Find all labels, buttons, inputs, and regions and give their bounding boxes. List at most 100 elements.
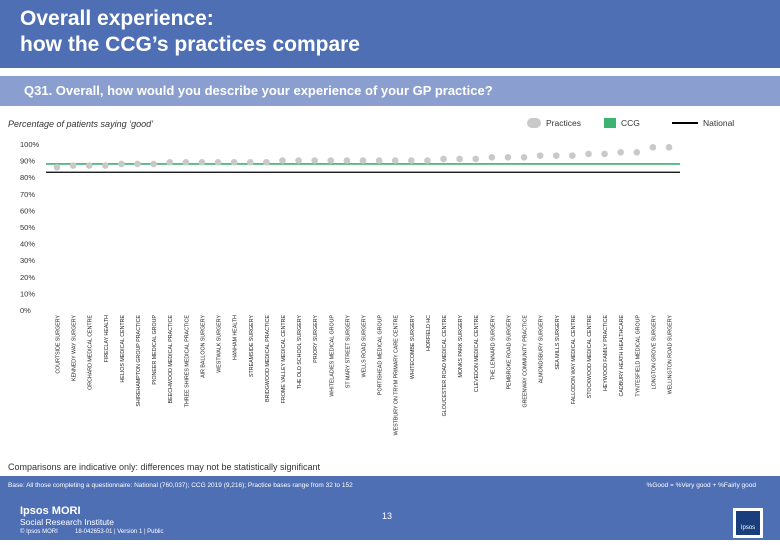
legend-national: National bbox=[672, 118, 734, 128]
category-label: WESTWALK SURGERY bbox=[217, 315, 223, 373]
category-label: THREE SHIRES MEDICAL PRACTICE bbox=[184, 315, 190, 408]
practice-point bbox=[536, 152, 544, 159]
y-tick-label: 20% bbox=[20, 273, 35, 282]
practice-point bbox=[504, 153, 512, 161]
practice-point bbox=[311, 157, 318, 164]
practice-point bbox=[375, 157, 383, 164]
y-tick-label: 40% bbox=[20, 240, 35, 249]
category-label: GREENWAY COMMUNITY PRACTICE bbox=[523, 315, 529, 408]
category-label: PIONEER MEDICAL GROUP bbox=[152, 315, 158, 385]
y-tick-label: 100% bbox=[20, 140, 40, 149]
category-label: ST MARY STREET SURGERY bbox=[345, 315, 351, 389]
national-swatch bbox=[672, 122, 698, 124]
category-label: SHIREHAMPTON GROUP PRACTICE bbox=[136, 315, 142, 407]
y-tick-label: 80% bbox=[20, 173, 35, 182]
category-label: AIR BALLOON SURGERY bbox=[200, 315, 206, 378]
legend-practices-label: Practices bbox=[546, 118, 581, 128]
category-label: HELIOS MEDICAL CENTRE bbox=[120, 315, 126, 383]
footer-bar bbox=[0, 476, 780, 540]
practice-point bbox=[343, 157, 351, 164]
category-label: FALLODON WAY MEDICAL CENTRE bbox=[571, 315, 577, 405]
title-line-2: how the CCG’s practices compare bbox=[20, 33, 360, 56]
formula-note: %Good = %Very good + %Fairly good bbox=[646, 482, 756, 489]
category-label: LONGTON GROVE SURGERY bbox=[651, 315, 657, 390]
practice-point bbox=[665, 144, 673, 151]
category-label: THE OLD SCHOOL SURGERY bbox=[297, 315, 303, 390]
practice-point bbox=[198, 158, 206, 166]
legend-ccg-label: CCG bbox=[621, 118, 640, 128]
practice-point bbox=[359, 157, 367, 164]
practice-point bbox=[246, 158, 254, 166]
practice-point bbox=[569, 152, 576, 159]
category-label: PRIORY SURGERY bbox=[313, 315, 319, 363]
category-label: THE LENNARD SURGERY bbox=[490, 315, 496, 380]
legend-practices: Practices bbox=[527, 118, 581, 128]
category-label: BRIDGWOOD MEDICAL PRACTICE bbox=[265, 315, 271, 402]
logo-sub: Social Research Institute bbox=[20, 517, 115, 527]
ipsos-mori-logo: Ipsos MORI Social Research Institute bbox=[20, 505, 114, 527]
category-label: MONKS PARK SURGERY bbox=[458, 315, 464, 378]
practice-point bbox=[295, 157, 302, 164]
category-label: HEYWOOD FAMILY PRACTICE bbox=[603, 315, 609, 391]
practice-point bbox=[633, 149, 641, 156]
category-label: CADBURY HEATH HEALTHCARE bbox=[619, 315, 625, 397]
practice-point bbox=[472, 155, 480, 163]
category-label: KENNEDY WAY SURGERY bbox=[72, 315, 78, 381]
page-title: Overall experience: how the CCG’s practi… bbox=[20, 6, 620, 58]
y-tick-label: 30% bbox=[20, 256, 35, 265]
y-tick-label: 50% bbox=[20, 223, 35, 232]
copyright: © Ipsos MORI bbox=[20, 529, 58, 535]
practice-point bbox=[69, 162, 77, 169]
legend-ccg: CCG bbox=[604, 118, 640, 128]
logo-name: Ipsos MORI bbox=[20, 505, 81, 517]
practice-point bbox=[166, 158, 174, 166]
ipsos-badge-text: Ipsos bbox=[736, 511, 760, 535]
y-tick-label: 70% bbox=[20, 190, 35, 199]
y-tick-label: 90% bbox=[20, 157, 35, 166]
practice-point bbox=[53, 163, 61, 171]
practice-point bbox=[424, 157, 431, 164]
category-label: WHITECOMBE SURGERY bbox=[410, 315, 416, 380]
practice-point bbox=[150, 160, 157, 168]
question-text: Q31. Overall, how would you describe you… bbox=[24, 83, 493, 98]
footnote: Comparisons are indicative only: differe… bbox=[8, 462, 320, 472]
ccg-swatch bbox=[604, 118, 616, 128]
practices-swatch bbox=[527, 118, 541, 128]
category-label: TYNTESFIELD MEDICAL GROUP bbox=[635, 315, 641, 397]
practice-point bbox=[552, 152, 560, 159]
category-label: GLOUCESTER ROAD MEDICAL CENTRE bbox=[442, 315, 448, 417]
category-label: HANHAM HEALTH bbox=[233, 315, 239, 360]
category-label: STOCKWOOD MEDICAL CENTRE bbox=[587, 315, 593, 399]
practice-point bbox=[649, 144, 657, 151]
category-label: HORFIELD HC bbox=[426, 315, 432, 351]
practice-point bbox=[585, 150, 592, 158]
category-label: FROME VALLEY MEDICAL CENTRE bbox=[281, 315, 287, 404]
page-number: 13 bbox=[382, 511, 393, 521]
category-label: ALMONDSBURY SURGERY bbox=[539, 315, 545, 384]
category-label: COURTSIDE SURGERY bbox=[56, 315, 62, 374]
category-label: WESTBURY ON TRYM PRIMARY CARE CENTRE bbox=[394, 315, 400, 436]
practice-point bbox=[456, 155, 463, 163]
practice-point bbox=[263, 158, 270, 166]
base-note: Base: All those completing a questionnai… bbox=[8, 482, 353, 489]
practice-point bbox=[134, 160, 141, 168]
category-label: CLEVEDON MEDICAL CENTRE bbox=[474, 315, 480, 393]
category-label: FIRECLAY HEALTH bbox=[104, 315, 110, 363]
practice-point bbox=[85, 162, 93, 169]
practice-point bbox=[102, 162, 109, 169]
chart-subtitle: Percentage of patients saying ‘good’ bbox=[8, 119, 154, 129]
category-label: WELLINGTON ROAD SURGERY bbox=[668, 315, 674, 395]
question-bar bbox=[0, 76, 780, 106]
header-bar bbox=[0, 0, 780, 68]
chart: 0% 10% 20% 30% 40% 50% 60% 70% 80% 90% 100% COURTSI… bbox=[20, 140, 680, 436]
legend-national-label: National bbox=[703, 118, 735, 128]
practice-point bbox=[408, 157, 415, 164]
practice-point bbox=[488, 153, 496, 161]
ipsos-badge-logo: Ipsos bbox=[733, 508, 763, 538]
practice-point bbox=[214, 158, 222, 166]
y-tick-label: 10% bbox=[20, 289, 35, 298]
y-tick-label: 60% bbox=[20, 206, 35, 215]
practice-point bbox=[279, 157, 286, 164]
practice-point bbox=[391, 157, 399, 164]
practice-point bbox=[601, 150, 608, 158]
